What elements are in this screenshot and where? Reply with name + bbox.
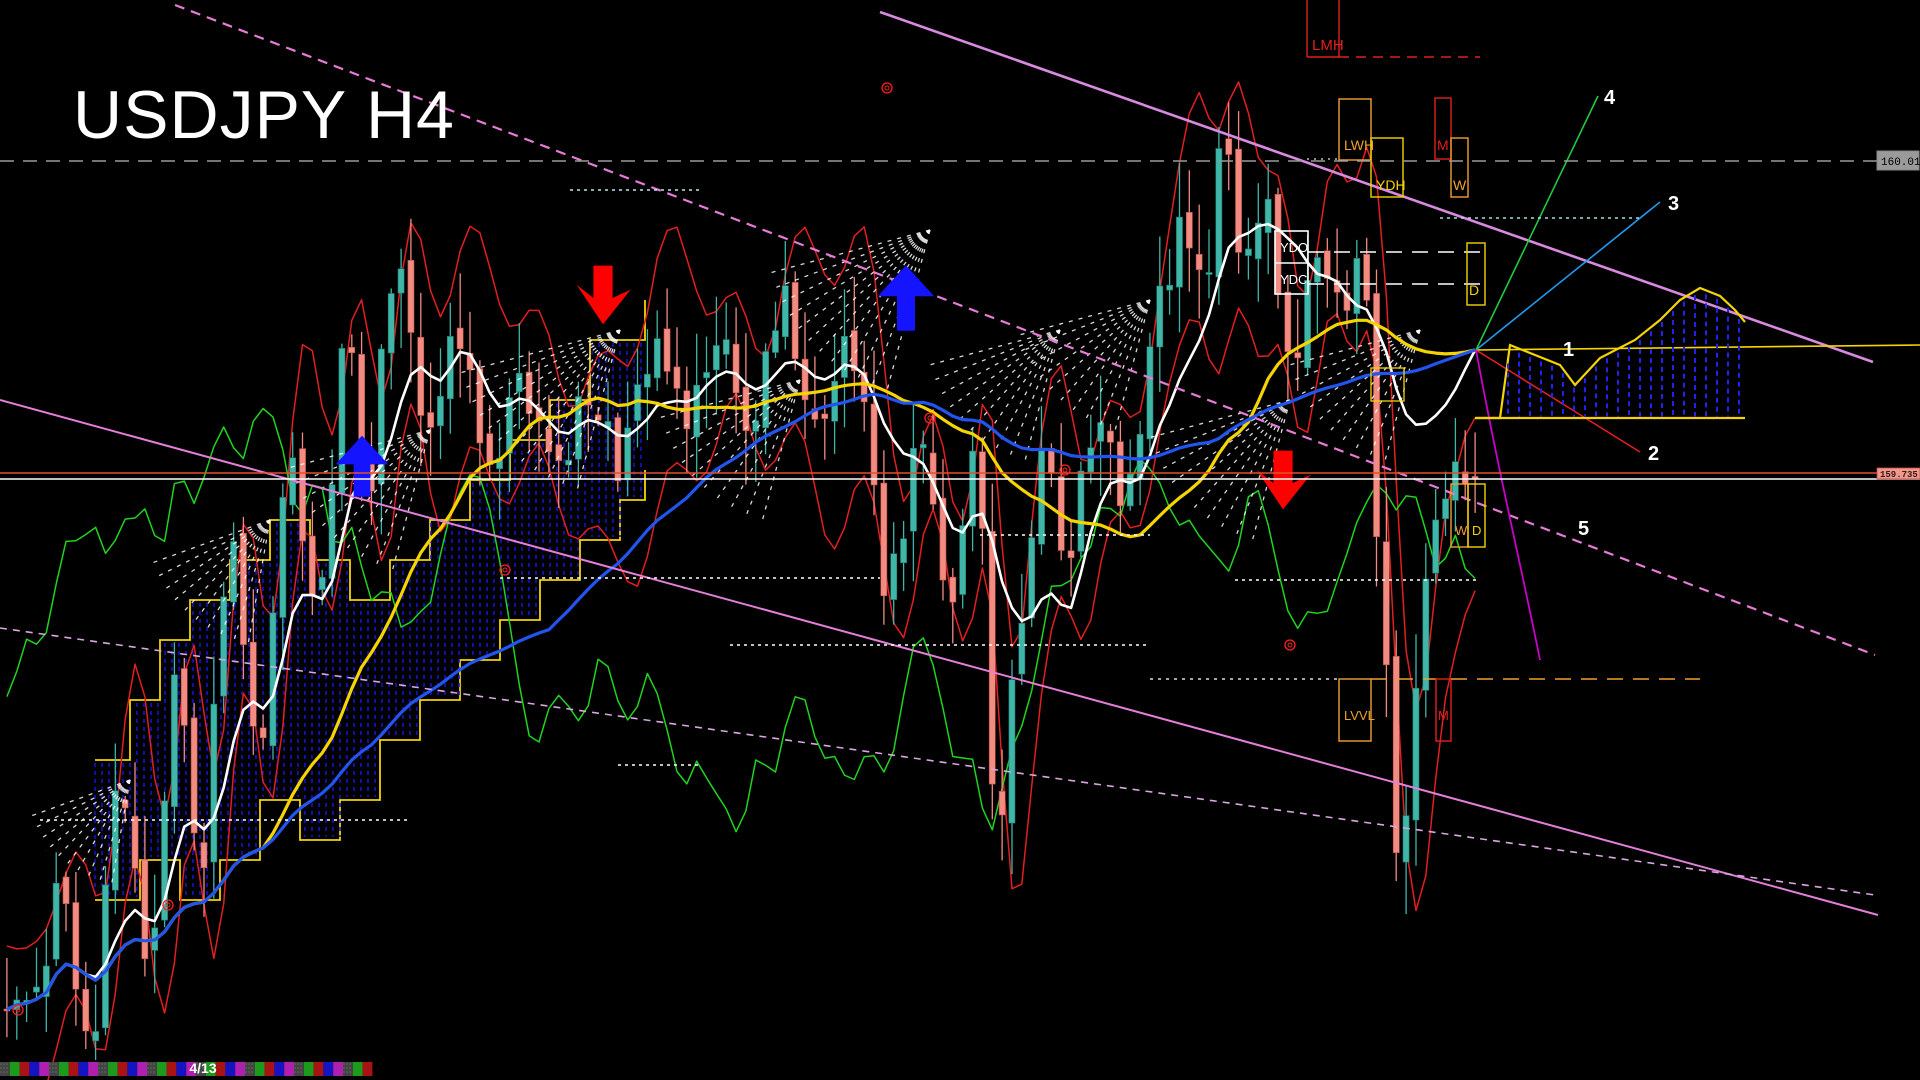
svg-text:W: W (1453, 177, 1467, 193)
svg-text:M: M (1438, 708, 1449, 723)
svg-text:3: 3 (1668, 193, 1679, 215)
svg-text:D: D (1469, 282, 1479, 298)
svg-text:1: 1 (1563, 339, 1574, 361)
svg-text:159.735: 159.735 (1880, 470, 1918, 480)
svg-text:LVVL: LVVL (1344, 708, 1375, 723)
svg-text:2: 2 (1648, 443, 1659, 465)
svg-text:160.018: 160.018 (1881, 157, 1920, 169)
svg-text:D: D (1472, 523, 1481, 538)
svg-text:YDC: YDC (1280, 272, 1307, 287)
svg-text:YDH: YDH (1376, 177, 1406, 193)
svg-text:YDO: YDO (1280, 240, 1308, 255)
svg-text:LMH: LMH (1312, 37, 1344, 54)
svg-text:5: 5 (1578, 518, 1589, 540)
svg-text:W: W (1455, 523, 1468, 538)
svg-text:LWH: LWH (1344, 137, 1374, 153)
svg-text:M: M (1437, 137, 1449, 153)
svg-text:4: 4 (1604, 87, 1616, 109)
svg-text:4/13: 4/13 (189, 1060, 216, 1076)
